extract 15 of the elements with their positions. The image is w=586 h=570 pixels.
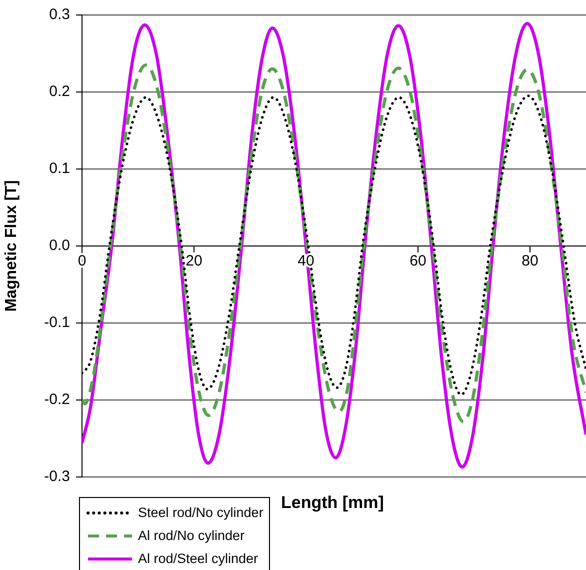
x-tick-label: 20 xyxy=(186,252,202,270)
x-tick-label: 80 xyxy=(522,252,538,270)
legend-label: Steel rod/No cylinder xyxy=(138,505,264,520)
y-tick-label: 0.2 xyxy=(49,83,70,100)
y-tick-label: 0.0 xyxy=(49,237,70,254)
x-axis-title: Length [mm] xyxy=(281,493,384,513)
legend-label: Al rod/No cylinder xyxy=(138,528,245,543)
y-tick-label: -0.1 xyxy=(44,314,70,332)
y-tick-label: -0.3 xyxy=(44,468,70,486)
y-axis-title: Magnetic Flux [T] xyxy=(3,180,20,312)
y-tick-label: 0.3 xyxy=(49,6,70,24)
x-tick-label: 60 xyxy=(410,252,426,270)
y-tick-label: 0.1 xyxy=(49,160,70,178)
y-tick-label: -0.2 xyxy=(44,391,70,408)
legend-label: Al rod/Steel cylinder xyxy=(138,551,258,566)
